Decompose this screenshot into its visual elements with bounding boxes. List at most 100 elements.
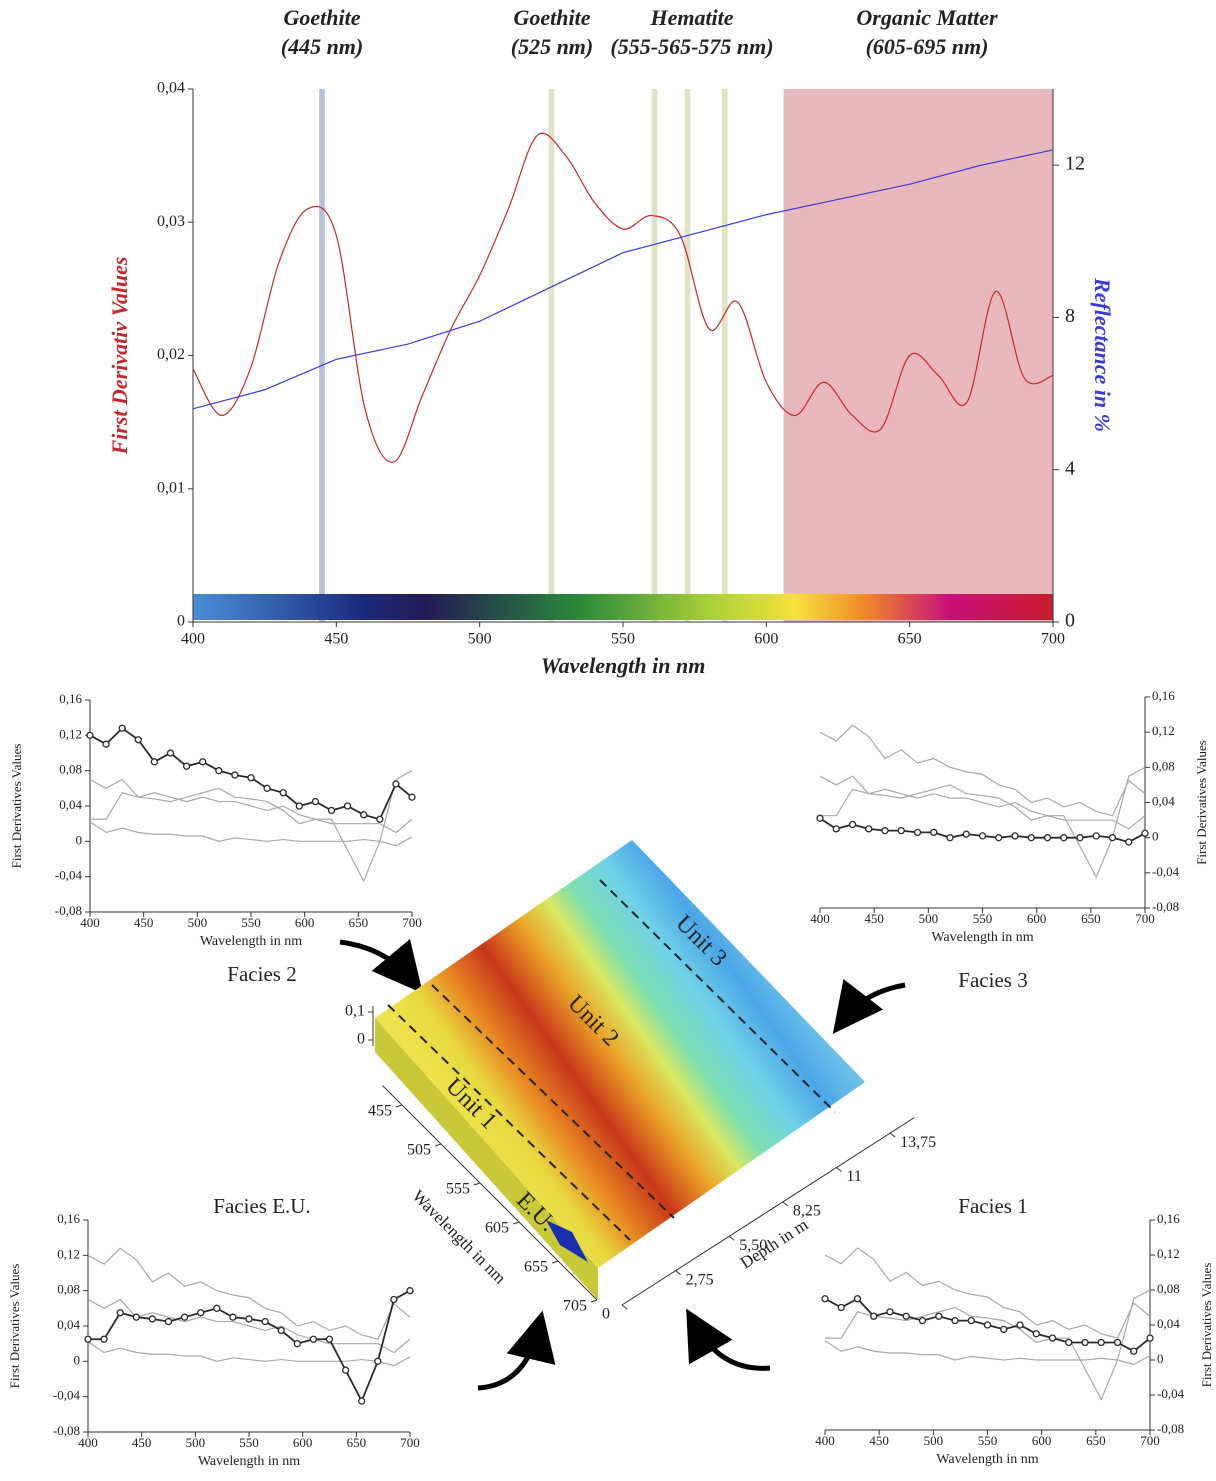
y-axis-label: First Derivatives Values	[1194, 740, 1209, 865]
marker	[995, 834, 1003, 842]
chart-title: Facies 1	[958, 1194, 1027, 1218]
x-tick-label: 655	[524, 1259, 548, 1276]
x-tick	[434, 1143, 442, 1147]
unit-boundary	[387, 1004, 631, 1241]
marker	[1000, 1325, 1008, 1334]
marker	[199, 758, 207, 766]
x-tick-label: 600	[295, 915, 315, 930]
x-tick-label: 650	[1081, 911, 1101, 926]
x-tick-label: 400	[810, 911, 830, 926]
x-tick-label: 700	[402, 915, 422, 930]
y-tick-label: 0,04	[1152, 793, 1175, 808]
x-axis-label: Wavelength in nm	[408, 1186, 509, 1287]
x-tick-label: 500	[186, 1435, 206, 1450]
x-tick-label: 400	[78, 1435, 98, 1450]
y-tick-label: 0,04	[59, 797, 82, 812]
marker	[951, 1316, 959, 1325]
x-tick-label: 450	[134, 915, 154, 930]
marker	[132, 1313, 140, 1321]
x-tick-label: 600	[1032, 1433, 1052, 1448]
marker	[341, 1366, 350, 1374]
y2-tick-label: 4	[1065, 457, 1075, 479]
marker	[1130, 1347, 1138, 1355]
marker	[309, 1335, 318, 1343]
marker	[358, 1397, 366, 1405]
marker	[848, 820, 857, 829]
x-tick-label: 500	[919, 911, 939, 926]
x-tick-label: 700	[1041, 631, 1065, 648]
marker	[983, 1321, 992, 1329]
series-line	[87, 1341, 411, 1367]
series-line	[88, 1289, 411, 1404]
y-axis-label: First Derivativ Values	[107, 256, 132, 455]
x-tick	[512, 1221, 520, 1225]
y-tick-label: -0,04	[55, 868, 83, 883]
marker	[392, 780, 400, 788]
x-tick-label: 650	[1086, 1433, 1106, 1448]
chart-title: Facies 2	[227, 962, 296, 986]
x-axis-label: Wavelength in nm	[931, 930, 1033, 945]
x-tick-label: 550	[239, 1435, 259, 1450]
y-tick-label: 0,02	[157, 346, 185, 363]
marker	[897, 826, 905, 835]
y-tick-label: 0	[177, 613, 185, 630]
decor	[339, 938, 906, 1391]
x-tick-label: 500	[924, 1433, 944, 1448]
annotation: Organic Matter	[856, 5, 998, 30]
y-tick-label: 11	[847, 1168, 862, 1185]
marker	[166, 749, 175, 757]
marker	[295, 802, 303, 810]
x-tick-label: 600	[754, 631, 778, 648]
band	[783, 89, 1053, 622]
x-tick-label: 550	[978, 1433, 998, 1448]
x-axis	[382, 1085, 598, 1301]
y-axis-label: First Derivatives Values	[1199, 1263, 1214, 1388]
x-tick-label: 400	[80, 915, 100, 930]
x-axis-label: Wavelength in nm	[198, 1454, 300, 1469]
marker	[164, 1317, 173, 1326]
band	[319, 89, 325, 622]
series-line	[820, 766, 1146, 879]
y-axis-label: First Derivatives Values	[7, 1264, 22, 1389]
x-tick-label: 650	[347, 1435, 367, 1450]
arrow	[477, 1310, 556, 1391]
y-tick-label: -0,04	[1152, 864, 1180, 879]
series-line	[87, 1247, 411, 1340]
y-tick-label: 0	[1152, 829, 1159, 844]
band	[651, 89, 658, 622]
unit-boundary	[599, 879, 836, 1113]
marker	[902, 1312, 910, 1320]
surface-blue	[546, 1220, 588, 1262]
y-tick-label: -0,04	[1157, 1386, 1185, 1401]
y-tick-label: 5,50	[739, 1237, 767, 1254]
marker	[277, 1326, 285, 1335]
x-tick-label: 550	[973, 911, 993, 926]
series-line	[192, 132, 1054, 463]
marker	[374, 1357, 382, 1365]
band	[684, 89, 691, 622]
x-tick-label: 505	[407, 1142, 431, 1159]
y2-tick-label: 8	[1065, 305, 1075, 327]
y-tick-label: 0,01	[157, 479, 185, 496]
annotation: (605-695 nm)	[866, 34, 989, 59]
arrow	[686, 1308, 771, 1371]
z-tick-label: 0	[357, 1031, 365, 1048]
arrow	[832, 978, 906, 1034]
marker	[102, 740, 110, 748]
x-tick-label: 700	[400, 1435, 420, 1450]
marker	[1097, 1338, 1105, 1347]
marker	[100, 1335, 108, 1343]
y-tick-label: 0,16	[57, 1211, 80, 1226]
marker	[293, 1340, 301, 1348]
x-tick-label: 450	[869, 1433, 889, 1448]
band	[548, 89, 555, 622]
marker	[1043, 834, 1052, 842]
marker	[1048, 1334, 1057, 1342]
x-tick-label: 600	[1027, 911, 1047, 926]
series-line	[825, 1289, 1151, 1401]
x-tick-label: 400	[815, 1433, 835, 1448]
marker	[84, 1335, 92, 1343]
marker	[1060, 834, 1068, 842]
y-tick-label: 0,08	[1157, 1281, 1180, 1296]
